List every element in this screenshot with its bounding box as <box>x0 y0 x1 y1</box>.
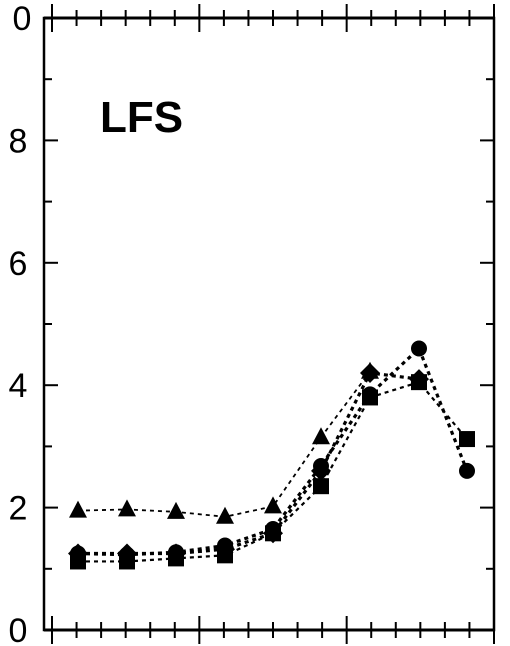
top-edge-label: 0 <box>13 0 32 38</box>
y-tick-label: 4 <box>9 367 28 405</box>
point-square <box>119 553 135 570</box>
y-tick-label: 6 <box>9 245 28 283</box>
point-triangle <box>118 499 136 517</box>
series-line-triangle <box>77 371 371 518</box>
series-markers <box>68 340 475 570</box>
y-tick-label: 2 <box>9 490 28 528</box>
point-circle <box>459 462 475 479</box>
point-triangle <box>167 501 185 519</box>
point-square <box>362 389 378 406</box>
point-square <box>70 553 86 570</box>
y-tick-labels: 0 2 4 6 8 <box>9 122 28 646</box>
point-circle <box>411 340 427 357</box>
point-triangle <box>312 427 330 445</box>
point-diamond <box>360 362 380 383</box>
point-triangle <box>216 506 234 524</box>
chart-ticks <box>44 4 495 644</box>
point-square <box>168 550 184 567</box>
point-square <box>265 525 281 542</box>
point-triangle <box>264 496 282 514</box>
point-diamond <box>311 460 331 481</box>
y-tick-label: 0 <box>9 612 28 646</box>
point-triangle <box>69 500 87 518</box>
point-square <box>313 478 329 495</box>
y-tick-label: 8 <box>9 122 28 160</box>
point-square <box>411 374 427 391</box>
point-square <box>459 431 475 448</box>
point-square <box>217 547 233 564</box>
panel-label: LFS <box>100 93 183 142</box>
